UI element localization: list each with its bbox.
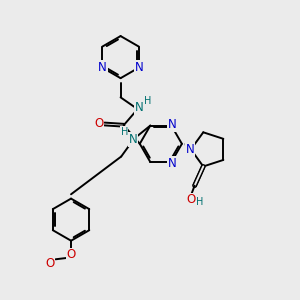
Text: N: N — [168, 157, 177, 170]
Text: O: O — [66, 248, 76, 262]
Text: H: H — [144, 96, 151, 106]
Text: O: O — [45, 256, 55, 269]
Text: O: O — [186, 194, 196, 206]
Text: H: H — [121, 127, 128, 137]
Text: H: H — [196, 197, 204, 207]
Text: N: N — [98, 61, 107, 74]
Text: N: N — [134, 101, 143, 114]
Text: O: O — [94, 118, 104, 130]
Text: N: N — [134, 61, 143, 74]
Text: N: N — [168, 118, 177, 131]
Text: N: N — [186, 143, 195, 156]
Text: N: N — [129, 133, 137, 146]
